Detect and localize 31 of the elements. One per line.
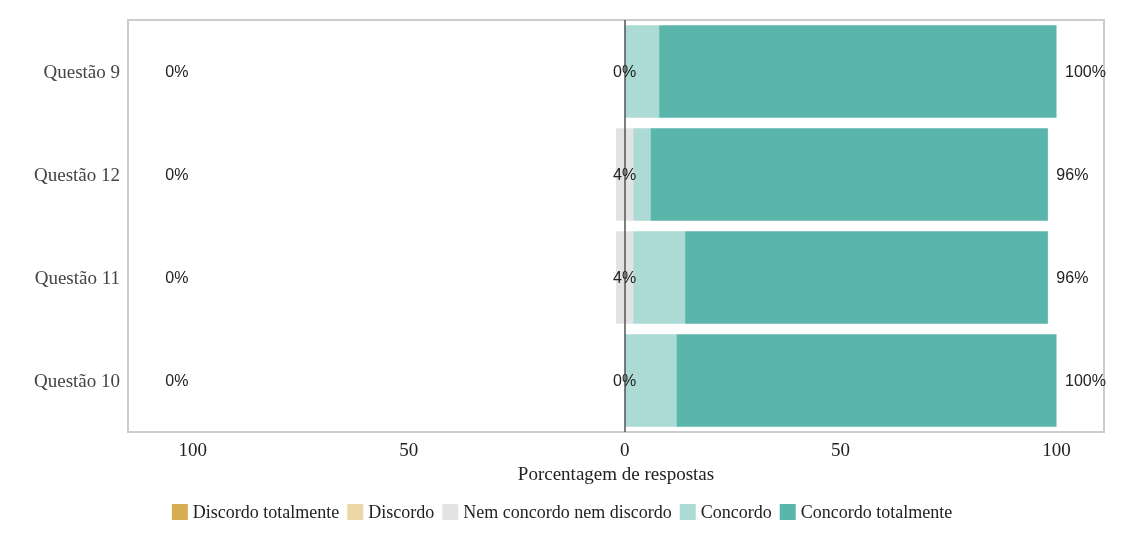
annotation: 0%	[613, 372, 637, 389]
annotation: 100%	[1065, 372, 1106, 389]
annotation: 96%	[1056, 269, 1089, 286]
x-tick-label: 0	[619, 439, 630, 460]
annotation: 0%	[165, 269, 189, 286]
x-axis-title: Porcentagem de respostas	[517, 463, 715, 484]
y-tick-label: Questão 12	[33, 164, 120, 185]
x-tick-label: 100	[178, 439, 208, 460]
legend-label: Nem concordo nem discordo	[463, 502, 672, 522]
legend-label: Discordo totalmente	[192, 502, 340, 522]
y-tick-label: Questão 11	[34, 267, 120, 288]
annotation: 4%	[613, 166, 637, 183]
x-tick-label: 100	[1042, 439, 1071, 460]
bar	[659, 25, 1057, 118]
x-tick-label: 50	[399, 439, 419, 460]
y-tick-label: Questão 10	[33, 370, 120, 391]
annotation: 0%	[165, 63, 189, 80]
legend-label: Concordo	[700, 502, 772, 522]
annotation: 100%	[1065, 63, 1106, 80]
x-tick-label: 50	[831, 439, 851, 460]
bar	[676, 334, 1057, 427]
legend-label: Concordo totalmente	[800, 502, 953, 522]
annotation: 4%	[613, 269, 637, 286]
annotation: 0%	[165, 372, 189, 389]
y-tick-label: Questão 9	[43, 61, 120, 82]
legend-label: Discordo	[368, 502, 435, 522]
annotation: 96%	[1056, 166, 1089, 183]
annotation: 0%	[165, 166, 189, 183]
annotation: 0%	[613, 63, 637, 80]
bar	[650, 128, 1048, 221]
bar	[685, 231, 1048, 324]
